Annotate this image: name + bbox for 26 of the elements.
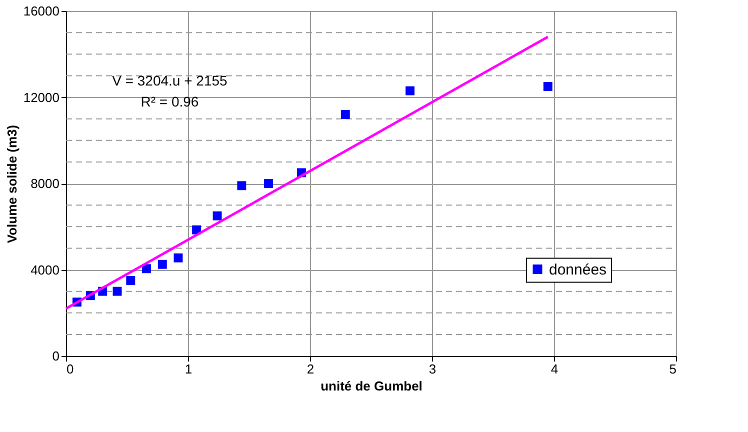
point bbox=[158, 260, 167, 269]
point bbox=[237, 181, 246, 190]
x-tick-label: 2 bbox=[306, 362, 314, 376]
x-tick-label: 0 bbox=[66, 362, 74, 376]
y-tick-label: 16000 bbox=[23, 4, 60, 18]
point bbox=[543, 82, 552, 91]
x-tick-label: 1 bbox=[184, 362, 192, 376]
x-tick-label: 5 bbox=[669, 362, 676, 376]
x-tick-label: 3 bbox=[428, 362, 436, 376]
point bbox=[126, 276, 136, 286]
point bbox=[212, 211, 222, 220]
x-axis-title: unité de Gumbel bbox=[320, 378, 422, 394]
point bbox=[112, 286, 122, 296]
legend-label: données bbox=[549, 261, 607, 278]
y-tick-label: 8000 bbox=[30, 176, 60, 191]
point bbox=[264, 179, 273, 188]
point bbox=[174, 253, 183, 262]
point bbox=[406, 86, 415, 96]
x-tick-label: 4 bbox=[550, 362, 558, 376]
point bbox=[340, 110, 350, 119]
y-axis-title: Volume solide (m3) bbox=[4, 124, 20, 244]
y-tick-label: 4000 bbox=[30, 262, 60, 278]
annotation: R² = 0.96 bbox=[140, 94, 199, 110]
annotation: V = 3204.u + 2155 bbox=[112, 72, 228, 89]
y-tick-label: 0 bbox=[52, 348, 60, 364]
y-tick-label: 12000 bbox=[23, 90, 60, 105]
